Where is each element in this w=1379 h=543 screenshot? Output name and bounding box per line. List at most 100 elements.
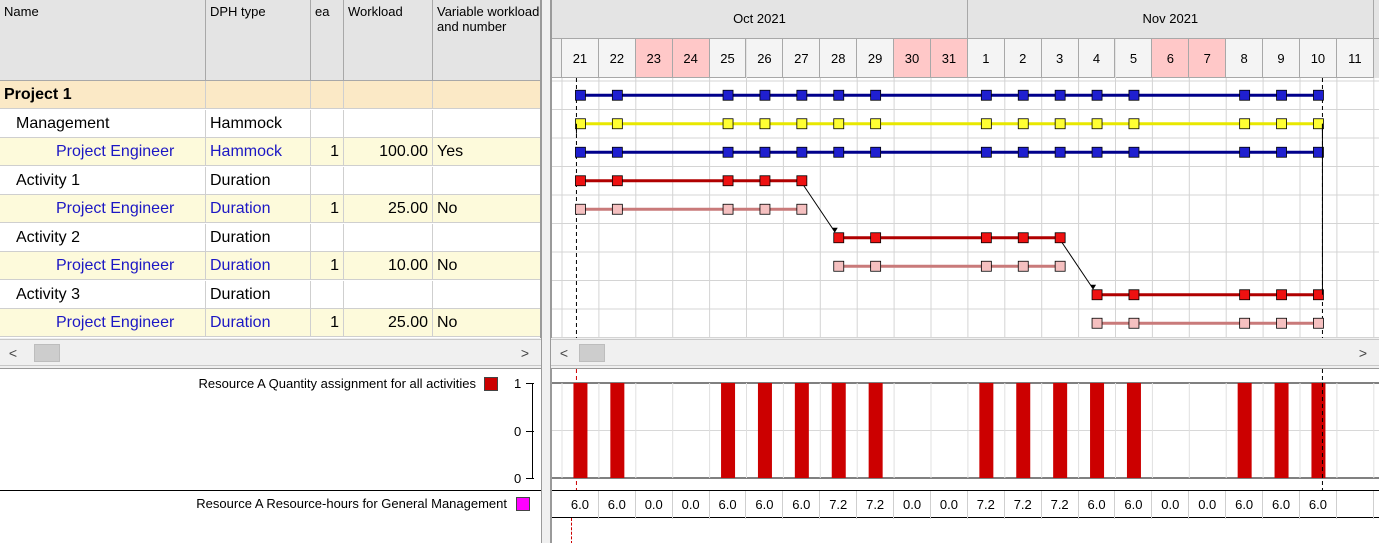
- cell-dph[interactable]: [206, 81, 311, 109]
- cell-name[interactable]: Project Engineer: [0, 195, 206, 223]
- cell-ea[interactable]: [311, 280, 344, 309]
- day-header: 7: [1189, 39, 1227, 78]
- table-row[interactable]: Project Engineer Duration 1 25.00 No: [0, 195, 540, 223]
- scroll-thumb[interactable]: [34, 344, 60, 362]
- cell-name[interactable]: Management: [0, 109, 206, 138]
- scroll-left-arrow-icon[interactable]: <: [559, 345, 569, 361]
- cell-ea[interactable]: [311, 109, 344, 138]
- column-header-ea[interactable]: ea: [311, 0, 344, 81]
- cell-ea[interactable]: [311, 81, 344, 109]
- resource-hours-value: 6.0: [710, 491, 747, 519]
- scroll-left-arrow-icon[interactable]: <: [8, 345, 18, 361]
- table-row[interactable]: Activity 1 Duration: [0, 166, 540, 195]
- hours-legend-swatch: [516, 497, 530, 511]
- day-marker: [980, 146, 992, 158]
- scroll-thumb[interactable]: [579, 344, 605, 362]
- gantt-horizontal-scrollbar[interactable]: < >: [551, 339, 1379, 366]
- day-header: 23: [635, 39, 673, 78]
- cell-dph[interactable]: Hammock: [206, 109, 311, 138]
- cell-dph[interactable]: Hammock: [206, 138, 311, 166]
- resource-hours-value: 6.0: [599, 491, 636, 519]
- cell-name[interactable]: Activity 2: [0, 223, 206, 252]
- cell-workload[interactable]: 25.00: [344, 309, 433, 337]
- day-header: 3: [1041, 39, 1079, 78]
- cell-name[interactable]: Project Engineer: [0, 309, 206, 337]
- day-marker: [611, 146, 623, 158]
- cell-dph[interactable]: Duration: [206, 280, 311, 309]
- cell-variable[interactable]: [433, 167, 540, 195]
- column-header-name[interactable]: Name: [0, 0, 206, 81]
- resource-hours-value: 0.0: [894, 491, 931, 519]
- cell-workload[interactable]: [344, 109, 433, 138]
- table-row[interactable]: Project 1: [0, 81, 540, 109]
- table-row[interactable]: Project Engineer Hammock 1 100.00 Yes: [0, 138, 540, 166]
- pane-splitter[interactable]: [541, 0, 551, 543]
- column-header-variable[interactable]: Variable workload and number: [433, 0, 540, 81]
- column-header-dph[interactable]: DPH type: [206, 0, 311, 81]
- cell-name[interactable]: Activity 3: [0, 280, 206, 309]
- day-marker: [870, 260, 882, 272]
- scroll-right-arrow-icon[interactable]: >: [520, 345, 530, 361]
- month-header: Nov 2021: [967, 0, 1374, 39]
- day-marker: [575, 146, 586, 158]
- cell-ea[interactable]: [311, 223, 344, 252]
- resource-hours-value: 7.2: [1005, 491, 1042, 519]
- cell-dph[interactable]: Duration: [206, 223, 311, 252]
- table-row[interactable]: Management Hammock: [0, 109, 540, 138]
- cell-variable[interactable]: No: [433, 252, 540, 280]
- table-row[interactable]: Project Engineer Duration 1 25.00 No: [0, 309, 540, 337]
- cell-variable[interactable]: [433, 81, 540, 109]
- cell-workload[interactable]: [344, 223, 433, 252]
- y-axis: [532, 383, 534, 478]
- cell-workload[interactable]: 10.00: [344, 252, 433, 280]
- timeline-header: Oct 2021 Nov 2021 21 22 23 24 25 26 27 28 29 30 31 1 2…: [552, 0, 1379, 78]
- cell-name[interactable]: Project Engineer: [0, 138, 206, 166]
- scroll-right-arrow-icon[interactable]: >: [1358, 345, 1368, 361]
- cell-variable[interactable]: [433, 224, 540, 252]
- cell-name[interactable]: Activity 1: [0, 166, 206, 195]
- table-row[interactable]: Project Engineer Duration 1 10.00 No: [0, 252, 540, 280]
- resource-hours-value: 6.0: [1226, 491, 1264, 519]
- cell-dph[interactable]: Duration: [206, 166, 311, 195]
- day-marker: [611, 89, 623, 101]
- cell-variable[interactable]: Yes: [433, 138, 540, 166]
- cell-variable[interactable]: [433, 110, 540, 138]
- day-marker: [1091, 118, 1103, 130]
- cell-dph[interactable]: Duration: [206, 195, 311, 223]
- column-header-workload[interactable]: Workload: [344, 0, 433, 81]
- y-tick-top: [526, 383, 534, 384]
- table-horizontal-scrollbar[interactable]: < >: [0, 339, 541, 366]
- day-header: 26: [746, 39, 784, 78]
- cell-ea[interactable]: 1: [311, 252, 344, 280]
- cell-ea[interactable]: 1: [311, 138, 344, 166]
- cell-workload[interactable]: 100.00: [344, 138, 433, 166]
- cell-workload[interactable]: [344, 81, 433, 109]
- cell-ea[interactable]: 1: [311, 309, 344, 337]
- cell-name[interactable]: Project 1: [0, 81, 206, 109]
- day-marker: [796, 175, 808, 187]
- activity-table: Name DPH type ea Workload Variable workload …: [0, 0, 541, 338]
- day-marker: [1313, 317, 1324, 329]
- day-header: 9: [1263, 39, 1300, 78]
- y-tick-label-bottom: 0: [514, 471, 522, 486]
- cell-variable[interactable]: No: [433, 309, 540, 337]
- cell-ea[interactable]: 1: [311, 195, 344, 223]
- quantity-bar: [1237, 383, 1252, 478]
- table-row[interactable]: Activity 2 Duration: [0, 223, 540, 252]
- cell-variable[interactable]: [433, 281, 540, 309]
- table-row[interactable]: Activity 3 Duration: [0, 280, 540, 309]
- dependency-link: [803, 185, 836, 233]
- cell-dph[interactable]: Duration: [206, 309, 311, 337]
- month-header: Oct 2021: [552, 0, 968, 39]
- cell-name[interactable]: Project Engineer: [0, 252, 206, 280]
- day-marker: [1017, 260, 1029, 272]
- dependency-link: [1061, 242, 1094, 290]
- cell-ea[interactable]: [311, 166, 344, 195]
- day-marker: [1313, 89, 1324, 101]
- cell-workload[interactable]: 25.00: [344, 195, 433, 223]
- day-marker: [1054, 146, 1066, 158]
- cell-workload[interactable]: [344, 166, 433, 195]
- cell-dph[interactable]: Duration: [206, 252, 311, 280]
- cell-variable[interactable]: No: [433, 195, 540, 223]
- cell-workload[interactable]: [344, 280, 433, 309]
